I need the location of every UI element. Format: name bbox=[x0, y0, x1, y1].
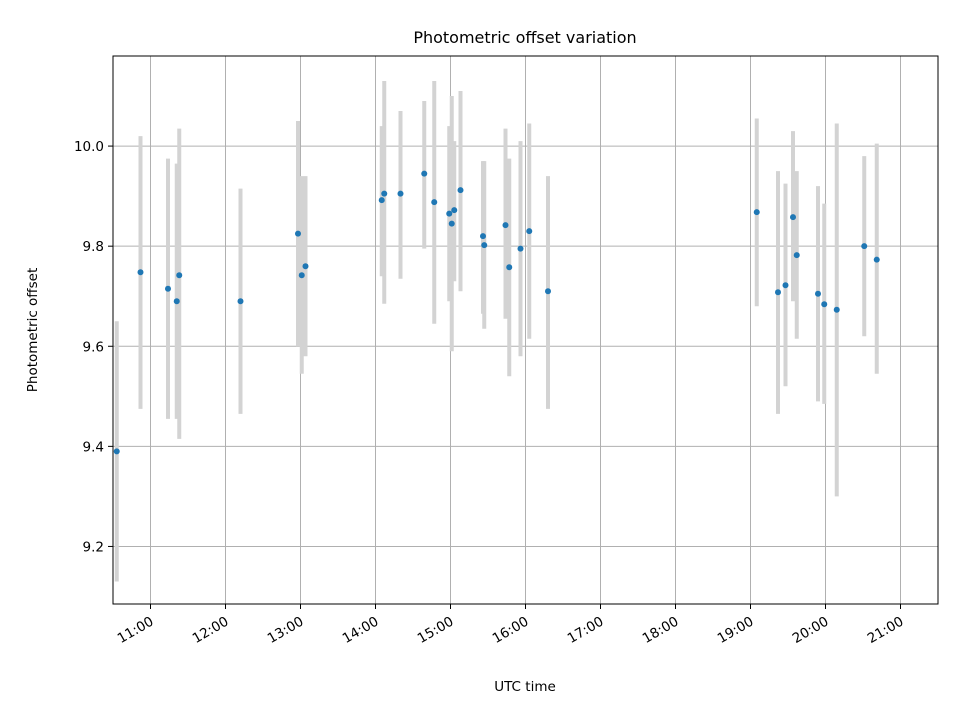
data-point bbox=[302, 263, 309, 270]
data-point bbox=[782, 282, 789, 289]
y-axis-label: Photometric offset bbox=[25, 268, 41, 392]
data-point bbox=[833, 306, 840, 313]
data-point bbox=[481, 242, 488, 249]
data-point bbox=[506, 264, 513, 271]
data-point bbox=[113, 448, 120, 455]
data-point bbox=[137, 269, 144, 276]
data-point bbox=[793, 252, 800, 259]
data-point bbox=[815, 290, 821, 297]
data-point bbox=[451, 207, 458, 214]
data-points bbox=[113, 170, 880, 455]
y-tick-label: 9.6 bbox=[83, 339, 104, 355]
data-point bbox=[448, 220, 455, 227]
data-point bbox=[381, 190, 388, 197]
data-point bbox=[873, 256, 880, 263]
y-axis-ticks: 9.2 9.4 9.6 9.8 10.0 bbox=[74, 139, 113, 555]
data-point bbox=[421, 170, 428, 177]
data-point bbox=[298, 272, 305, 279]
y-tick-label: 9.2 bbox=[83, 539, 104, 555]
data-point bbox=[502, 222, 509, 229]
data-point bbox=[446, 210, 453, 217]
data-point bbox=[480, 233, 486, 240]
data-point bbox=[821, 301, 828, 308]
data-point bbox=[790, 214, 796, 221]
data-point bbox=[165, 285, 171, 292]
data-point bbox=[237, 298, 244, 305]
data-point bbox=[378, 197, 385, 204]
data-point bbox=[295, 230, 301, 237]
data-point bbox=[775, 289, 781, 296]
y-tick-label: 9.8 bbox=[83, 239, 104, 255]
data-point bbox=[173, 298, 180, 305]
data-point bbox=[431, 199, 438, 206]
x-axis-label: UTC time bbox=[494, 679, 556, 695]
data-point bbox=[517, 245, 524, 252]
data-point bbox=[545, 288, 551, 295]
y-tick-label: 10.0 bbox=[74, 139, 104, 155]
y-tick-label: 9.4 bbox=[83, 439, 104, 455]
data-point bbox=[526, 228, 533, 235]
data-point bbox=[753, 209, 760, 216]
data-point bbox=[397, 190, 404, 197]
chart-title: Photometric offset variation bbox=[413, 28, 636, 47]
data-point bbox=[176, 272, 183, 279]
data-point bbox=[457, 187, 464, 194]
data-point bbox=[861, 243, 868, 250]
